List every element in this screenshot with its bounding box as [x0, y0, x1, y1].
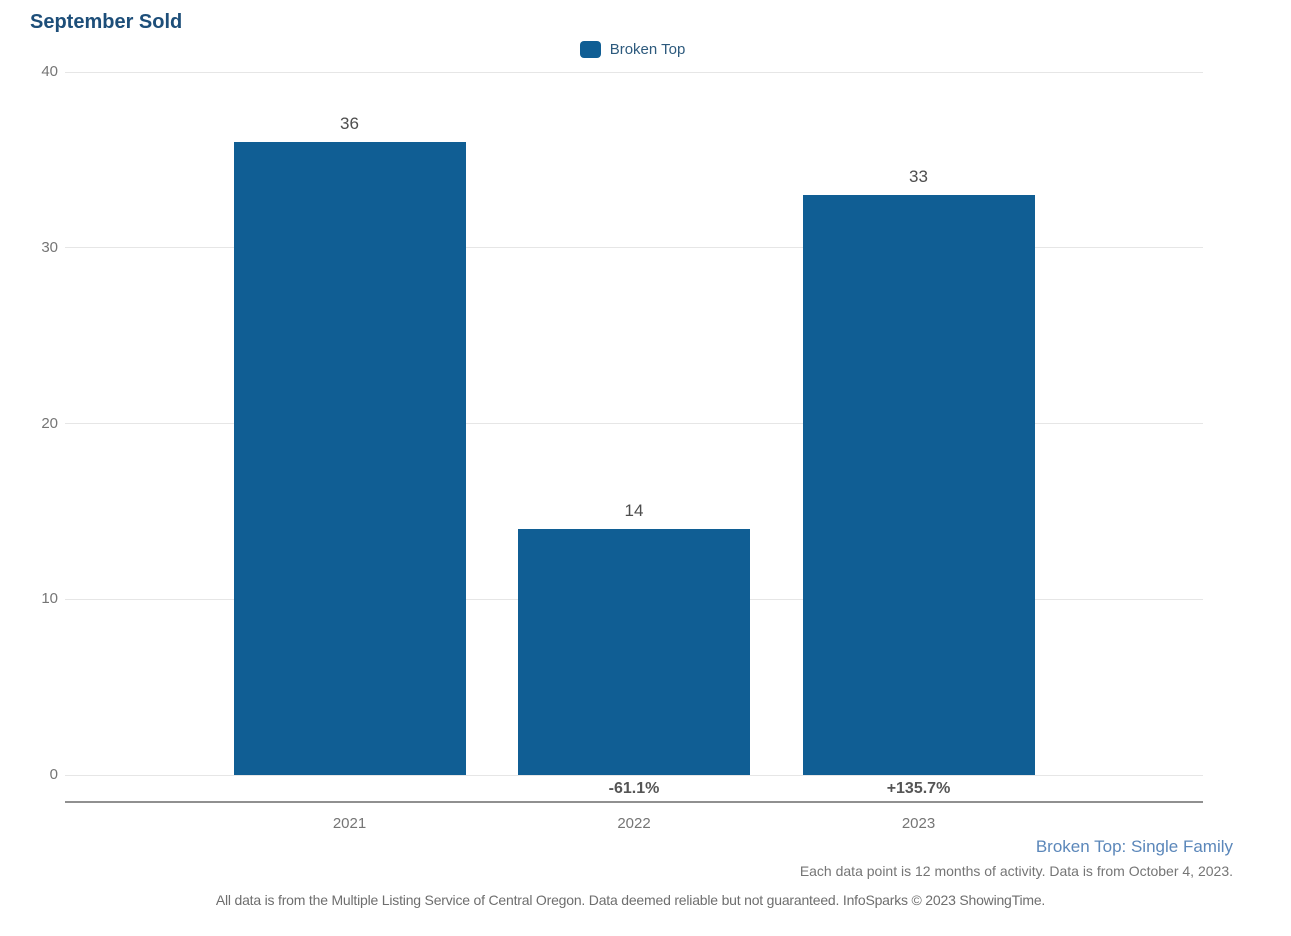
x-axis-tick-label-2023: 2023	[901, 815, 936, 832]
legend-label: Broken Top	[609, 41, 686, 58]
footer-series-note: Broken Top: Single Family	[1035, 837, 1233, 856]
pct-change-label-2023: +135.7%	[886, 780, 951, 797]
legend-swatch	[579, 41, 601, 58]
footer-disclaimer: All data is from the Multiple Listing Se…	[215, 892, 1046, 908]
bar-value-label-2021: 36	[340, 114, 359, 134]
bar-2023[interactable]	[802, 195, 1035, 775]
gridline-y-20	[65, 423, 1203, 424]
x-axis-line	[65, 801, 1203, 803]
bar-value-label-2023: 33	[909, 167, 928, 187]
chart-title: September Sold	[30, 11, 183, 33]
x-axis-tick-label-2021: 2021	[332, 815, 367, 832]
legend[interactable]: Broken Top	[0, 41, 1265, 58]
y-axis-tick-label: 40	[41, 63, 58, 80]
bar-value-label-2022: 14	[624, 500, 644, 520]
y-axis-tick-label: 10	[41, 590, 58, 608]
bar-2021[interactable]	[233, 142, 466, 775]
gridline-y-30	[65, 247, 1203, 249]
pct-change-label-2022: -61.1%	[608, 780, 660, 797]
x-axis-tick-label-2022: 2022	[617, 815, 651, 832]
gridline-y-0	[65, 774, 1203, 776]
y-axis-tick-label: 20	[41, 414, 58, 432]
y-axis-tick-label: 0	[49, 766, 58, 783]
bar-2022[interactable]	[518, 528, 750, 775]
gridline-y-40	[65, 71, 1203, 73]
y-axis-tick-label: 30	[41, 238, 58, 256]
footer-data-note: Each data point is 12 months of activity…	[799, 863, 1233, 879]
